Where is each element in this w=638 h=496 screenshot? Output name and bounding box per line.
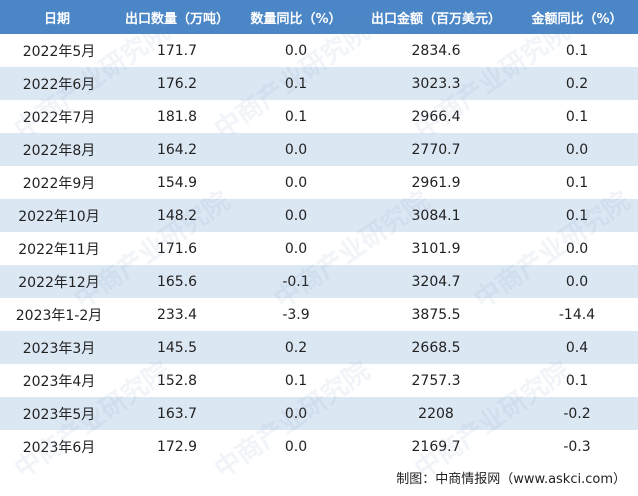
cell-export-value: 2169.7 bbox=[411, 438, 461, 455]
cell-export-volume: 171.7 bbox=[156, 42, 198, 59]
cell-export-volume: 181.8 bbox=[156, 108, 198, 125]
cell-volume-yoy: -3.9 bbox=[282, 306, 310, 323]
cell-value-yoy: 0.0 bbox=[565, 141, 589, 158]
cell-value-yoy: 0.1 bbox=[565, 42, 589, 59]
cell-export-value: 2770.7 bbox=[411, 141, 461, 158]
cell-volume-yoy: 0.0 bbox=[284, 207, 308, 224]
table-row: 2022年8月 164.2 0.0 2770.7 0.0 bbox=[0, 133, 638, 166]
footer bbox=[0, 463, 638, 496]
cell-volume-yoy: 0.0 bbox=[284, 141, 308, 158]
header-date: 日期 bbox=[44, 11, 71, 27]
table-row: 2023年3月 145.5 0.2 2668.5 0.4 bbox=[0, 331, 638, 364]
header-export-volume: 出口数量（万吨） bbox=[124, 11, 229, 27]
cell-export-value: 2966.4 bbox=[411, 108, 461, 125]
table-row: 2023年6月 172.9 0.0 2169.7 -0.3 bbox=[0, 430, 638, 463]
table-row: 2022年5月 171.7 0.0 2834.6 0.1 bbox=[0, 34, 638, 67]
cell-export-volume: 148.2 bbox=[156, 207, 198, 224]
cell-date: 2022年9月 bbox=[22, 175, 96, 192]
table-row: 2022年7月 181.8 0.1 2966.4 0.1 bbox=[0, 100, 638, 133]
table-row: 2022年10月 148.2 0.0 3084.1 0.1 bbox=[0, 199, 638, 232]
cell-date: 2022年8月 bbox=[22, 142, 96, 159]
cell-value-yoy: 0.1 bbox=[565, 108, 589, 125]
data-table: 日期 出口数量（万吨） 数量同比（%） 出口金额（百万美元） 金额同比（%） 2… bbox=[0, 0, 638, 463]
cell-export-volume: 163.7 bbox=[156, 405, 198, 422]
cell-date: 2023年3月 bbox=[22, 340, 96, 357]
cell-export-volume: 172.9 bbox=[156, 438, 198, 455]
cell-volume-yoy: 0.1 bbox=[284, 75, 308, 92]
cell-export-value: 2668.5 bbox=[411, 339, 461, 356]
cell-export-value: 2757.3 bbox=[411, 372, 461, 389]
table-row: 2023年5月 163.7 0.0 2208 -0.2 bbox=[0, 397, 638, 430]
cell-value-yoy: 0.1 bbox=[565, 207, 589, 224]
table-row: 2023年1-2月 233.4 -3.9 3875.5 -14.4 bbox=[0, 298, 638, 331]
cell-date: 2023年1-2月 bbox=[15, 307, 103, 324]
cell-volume-yoy: 0.1 bbox=[284, 372, 308, 389]
cell-date: 2022年10月 bbox=[18, 208, 100, 225]
cell-export-value: 3875.5 bbox=[411, 306, 461, 323]
cell-value-yoy: -0.2 bbox=[563, 405, 591, 422]
cell-export-value: 3084.1 bbox=[411, 207, 461, 224]
cell-export-value: 3101.9 bbox=[411, 240, 461, 257]
cell-date: 2022年6月 bbox=[22, 76, 96, 93]
cell-value-yoy: -14.4 bbox=[558, 306, 596, 323]
table-header: 日期 出口数量（万吨） 数量同比（%） 出口金额（百万美元） 金额同比（%） bbox=[0, 0, 638, 34]
cell-value-yoy: 0.2 bbox=[565, 75, 589, 92]
header-volume-yoy: 数量同比（%） bbox=[250, 11, 342, 27]
source-credit: 制图：中商情报网（www.askci.com） bbox=[396, 472, 626, 487]
table-row: 2022年9月 154.9 0.0 2961.9 0.1 bbox=[0, 166, 638, 199]
cell-export-volume: 164.2 bbox=[156, 141, 198, 158]
cell-date: 2023年5月 bbox=[22, 406, 96, 423]
cell-volume-yoy: 0.1 bbox=[284, 108, 308, 125]
cell-export-value: 2208 bbox=[418, 405, 454, 422]
cell-date: 2022年7月 bbox=[22, 109, 96, 126]
table-row: 2023年4月 152.8 0.1 2757.3 0.1 bbox=[0, 364, 638, 397]
cell-export-volume: 145.5 bbox=[156, 339, 198, 356]
cell-export-volume: 171.6 bbox=[156, 240, 198, 257]
cell-value-yoy: -0.3 bbox=[563, 438, 591, 455]
header-value-yoy: 金额同比（%） bbox=[531, 11, 623, 27]
header-export-value: 出口金额（百万美元） bbox=[370, 11, 501, 27]
cell-date: 2023年4月 bbox=[22, 373, 96, 390]
cell-date: 2022年5月 bbox=[22, 43, 96, 60]
cell-volume-yoy: 0.0 bbox=[284, 438, 308, 455]
cell-value-yoy: 0.1 bbox=[565, 372, 589, 389]
cell-date: 2023年6月 bbox=[22, 439, 96, 456]
cell-value-yoy: 0.0 bbox=[565, 240, 589, 257]
cell-value-yoy: 0.0 bbox=[565, 273, 589, 290]
cell-volume-yoy: 0.0 bbox=[284, 42, 308, 59]
cell-volume-yoy: -0.1 bbox=[282, 273, 310, 290]
cell-export-volume: 154.9 bbox=[156, 174, 198, 191]
table-row: 2022年12月 165.6 -0.1 3204.7 0.0 bbox=[0, 265, 638, 298]
cell-export-value: 3204.7 bbox=[411, 273, 461, 290]
cell-export-value: 2834.6 bbox=[411, 42, 461, 59]
cell-volume-yoy: 0.0 bbox=[284, 240, 308, 257]
table-row: 2022年11月 171.6 0.0 3101.9 0.0 bbox=[0, 232, 638, 265]
table-row: 2022年6月 176.2 0.1 3023.3 0.2 bbox=[0, 67, 638, 100]
cell-export-value: 3023.3 bbox=[411, 75, 461, 92]
cell-date: 2022年11月 bbox=[18, 241, 100, 258]
cell-export-volume: 152.8 bbox=[156, 372, 198, 389]
cell-export-volume: 176.2 bbox=[156, 75, 198, 92]
cell-export-value: 2961.9 bbox=[411, 174, 461, 191]
cell-volume-yoy: 0.0 bbox=[284, 405, 308, 422]
cell-volume-yoy: 0.0 bbox=[284, 174, 308, 191]
cell-date: 2022年12月 bbox=[18, 274, 100, 291]
cell-export-volume: 233.4 bbox=[156, 306, 198, 323]
cell-volume-yoy: 0.2 bbox=[284, 339, 308, 356]
cell-value-yoy: 0.4 bbox=[565, 339, 589, 356]
cell-value-yoy: 0.1 bbox=[565, 174, 589, 191]
cell-export-volume: 165.6 bbox=[156, 273, 198, 290]
